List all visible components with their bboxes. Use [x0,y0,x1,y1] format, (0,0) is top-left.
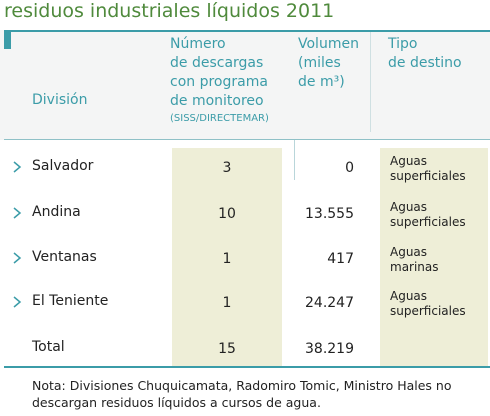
destination: superficiales [390,169,466,183]
total-discharges: 15 [218,341,236,357]
column-header: con programa [170,74,268,90]
col-bg [380,148,488,366]
note: Nota: Divisiones Chuquicamata, Radomiro … [32,378,452,393]
note: descargan residuos líquidos a cursos de … [32,395,321,410]
total-volume: 38.219 [305,341,354,357]
chevron [13,252,22,264]
top-rule [4,30,490,32]
header-bg [0,30,490,140]
destination: superficiales [390,215,466,229]
bottom-rule [4,366,490,368]
column-header: Tipo [388,36,418,52]
destination: superficiales [390,304,466,318]
destination: Aguas [390,289,428,303]
volume: 0 [345,160,354,176]
column-header: (miles [298,55,341,71]
volume: 13.555 [305,206,354,222]
discharges: 10 [218,206,236,222]
column-header: Número [170,36,226,52]
discharges: 1 [222,295,232,311]
divider [4,139,490,140]
column-header: de destino [388,55,462,71]
column-header: División [32,92,88,108]
volume: 24.247 [305,295,354,311]
destination: Aguas [390,245,428,259]
destination: Aguas [390,154,428,168]
destination: marinas [390,260,439,274]
divider [294,140,295,180]
chevron [13,296,22,308]
division: Salvador [32,158,94,174]
division: Andina [32,204,81,220]
column-header: Volumen [298,36,359,52]
discharges: 1 [222,251,232,267]
volume: 417 [327,251,354,267]
division: Ventanas [32,249,97,265]
divider [370,32,371,132]
division: El Teniente [32,293,109,309]
column-header: de descargas [170,55,264,71]
column-header: de m³) [298,74,345,90]
column-header: de monitoreo [170,93,264,109]
col-bg [172,148,282,366]
discharges: 3 [222,160,232,176]
accent-bar [4,31,11,49]
chevron [13,207,22,219]
column-subheader: (SISS/DIRECTEMAR) [170,113,269,124]
title: residuos industriales líquidos 2011 [4,0,335,22]
total-label: Total [32,339,65,355]
destination: Aguas [390,200,428,214]
chevron [13,161,22,173]
